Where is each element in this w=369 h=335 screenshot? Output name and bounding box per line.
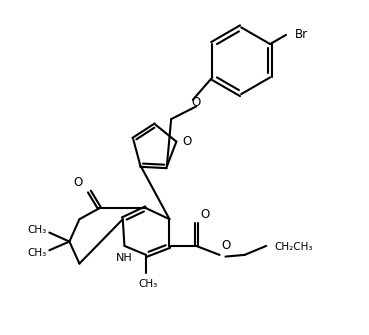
- Text: CH₃: CH₃: [138, 279, 158, 288]
- Text: O: O: [182, 135, 192, 148]
- Text: CH₂CH₃: CH₂CH₃: [275, 242, 313, 252]
- Text: O: O: [200, 208, 210, 221]
- Text: O: O: [73, 176, 83, 189]
- Text: CH₃: CH₃: [27, 225, 47, 235]
- Text: CH₃: CH₃: [27, 248, 47, 258]
- Text: Br: Br: [295, 28, 308, 42]
- Text: O: O: [221, 239, 231, 252]
- Text: O: O: [192, 96, 201, 109]
- Text: NH: NH: [116, 253, 133, 263]
